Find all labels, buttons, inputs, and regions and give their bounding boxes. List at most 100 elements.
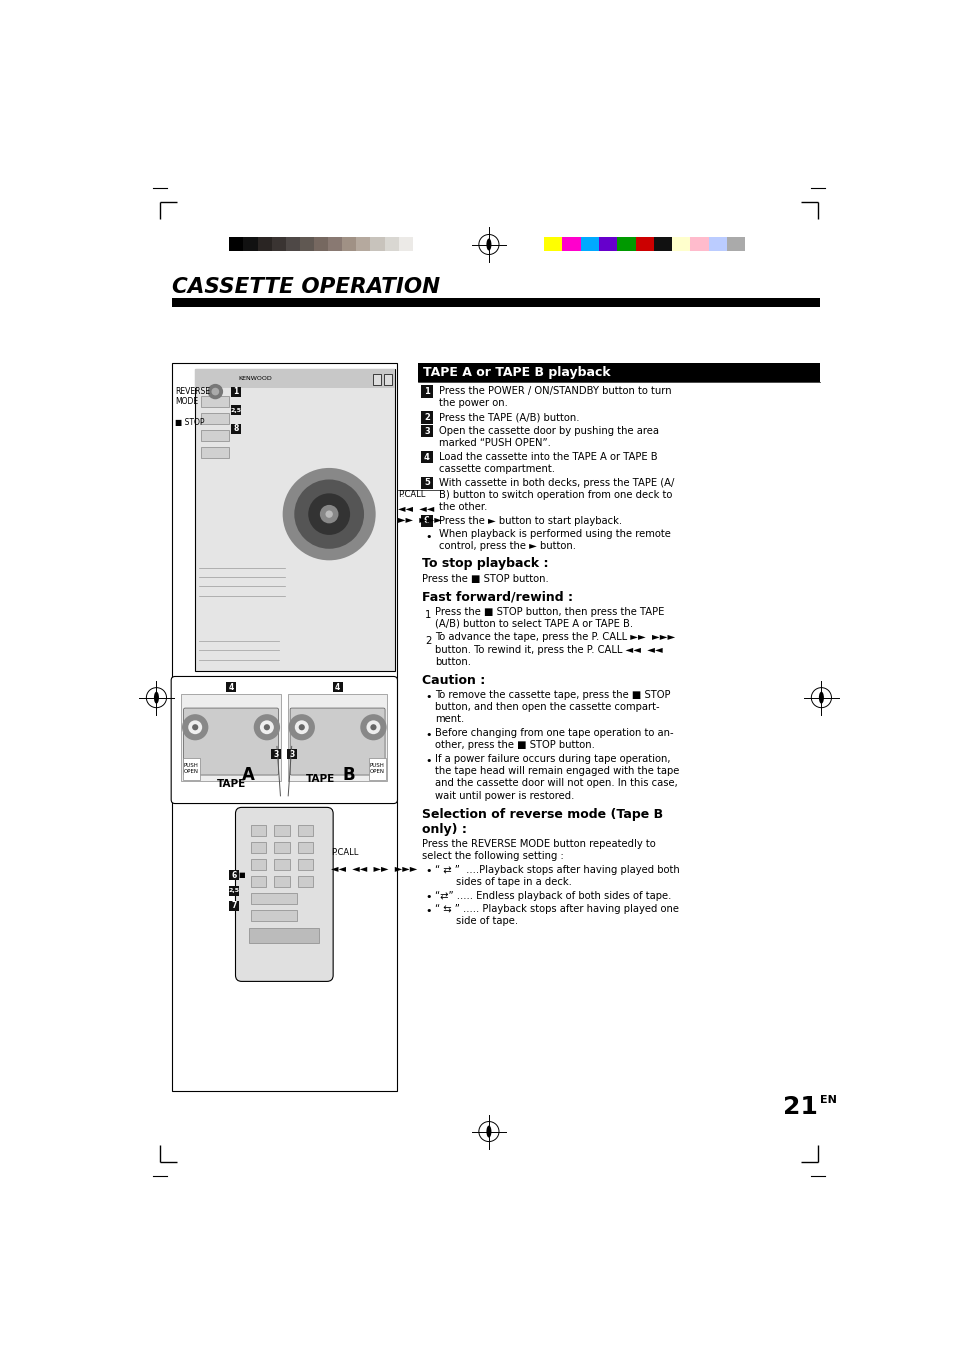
Bar: [243, 238, 257, 251]
Bar: [420, 451, 433, 463]
Text: Press the ■ STOP button.: Press the ■ STOP button.: [421, 574, 548, 584]
Text: B) button to switch operation from one deck to: B) button to switch operation from one d…: [439, 489, 672, 500]
Bar: [342, 238, 356, 251]
Text: button. To rewind it, press the P. CALL ◄◄  ◄◄: button. To rewind it, press the P. CALL …: [435, 644, 661, 655]
Bar: [297, 859, 313, 870]
Bar: [333, 682, 342, 692]
Bar: [195, 369, 395, 671]
Text: ■: ■: [238, 873, 245, 878]
Text: ment.: ment.: [435, 715, 463, 724]
Text: 1: 1: [425, 609, 432, 620]
Bar: [417, 363, 819, 381]
Bar: [288, 694, 387, 781]
Bar: [420, 385, 433, 397]
Bar: [229, 238, 243, 251]
Text: 2: 2: [423, 413, 430, 422]
Text: 21: 21: [782, 1094, 818, 1119]
Text: 2: 2: [425, 635, 432, 646]
Bar: [251, 825, 266, 836]
Bar: [413, 238, 427, 251]
Text: PUSH
OPEN: PUSH OPEN: [184, 763, 198, 774]
Text: 3: 3: [423, 427, 430, 435]
Circle shape: [294, 480, 364, 549]
Text: 1: 1: [423, 388, 430, 396]
Text: KENWOOD: KENWOOD: [238, 377, 272, 381]
Text: Press the POWER / ON/STANDBY button to turn: Press the POWER / ON/STANDBY button to t…: [439, 386, 671, 396]
Circle shape: [208, 384, 223, 400]
Bar: [274, 859, 290, 870]
Bar: [635, 238, 653, 251]
Bar: [231, 423, 241, 434]
Text: ■ STOP: ■ STOP: [174, 417, 204, 427]
Text: marked “PUSH OPEN”.: marked “PUSH OPEN”.: [439, 438, 551, 449]
Text: CASSETTE OPERATION: CASSETTE OPERATION: [172, 277, 439, 297]
Bar: [201, 413, 229, 424]
Text: P.CALL: P.CALL: [331, 848, 357, 857]
Bar: [274, 875, 290, 886]
Circle shape: [188, 720, 202, 734]
Text: With cassette in both decks, press the TAPE (A/: With cassette in both decks, press the T…: [439, 477, 674, 488]
FancyBboxPatch shape: [290, 708, 385, 775]
Circle shape: [212, 388, 219, 396]
Text: the other.: the other.: [439, 501, 487, 512]
Text: TAPE: TAPE: [306, 774, 335, 785]
Text: PUSH
OPEN: PUSH OPEN: [370, 763, 384, 774]
Bar: [299, 238, 314, 251]
Bar: [226, 682, 235, 692]
Ellipse shape: [486, 1125, 491, 1138]
Text: 4: 4: [335, 682, 340, 692]
Text: Open the cassette door by pushing the area: Open the cassette door by pushing the ar…: [439, 426, 659, 436]
Text: cassette compartment.: cassette compartment.: [439, 463, 555, 474]
Bar: [598, 238, 617, 251]
Bar: [183, 758, 199, 780]
Text: If a power failure occurs during tape operation,: If a power failure occurs during tape op…: [435, 754, 669, 765]
Circle shape: [325, 511, 333, 517]
Text: 2,5: 2,5: [228, 888, 239, 893]
Bar: [201, 447, 229, 458]
Circle shape: [282, 467, 375, 561]
Bar: [229, 901, 239, 911]
Bar: [251, 909, 297, 920]
Text: •: •: [425, 907, 432, 916]
Text: ◄◄  ◄◄  ►►  ►►►: ◄◄ ◄◄ ►► ►►►: [331, 863, 416, 874]
Text: 7: 7: [231, 901, 236, 911]
Bar: [543, 238, 561, 251]
Bar: [420, 477, 433, 489]
Bar: [231, 405, 241, 415]
Circle shape: [259, 720, 274, 734]
Bar: [287, 750, 297, 759]
Bar: [420, 426, 433, 438]
Bar: [297, 842, 313, 852]
Text: When playback is performed using the remote: When playback is performed using the rem…: [439, 530, 671, 539]
Text: side of tape.: side of tape.: [456, 916, 518, 927]
Bar: [373, 374, 381, 385]
Text: other, press the ■ STOP button.: other, press the ■ STOP button.: [435, 740, 594, 750]
Text: 3: 3: [290, 750, 294, 759]
Circle shape: [298, 724, 305, 731]
FancyBboxPatch shape: [235, 808, 333, 981]
Bar: [297, 825, 313, 836]
Bar: [672, 238, 690, 251]
Text: Selection of reverse mode (Tape B: Selection of reverse mode (Tape B: [421, 808, 662, 821]
Bar: [369, 758, 385, 780]
Bar: [398, 238, 413, 251]
Text: the power on.: the power on.: [439, 399, 508, 408]
Text: TAPE A or TAPE B playback: TAPE A or TAPE B playback: [422, 366, 610, 378]
Bar: [229, 885, 239, 896]
Bar: [690, 238, 708, 251]
Bar: [286, 238, 299, 251]
Text: 5: 5: [423, 478, 430, 488]
Text: ◄◄  ◄◄: ◄◄ ◄◄: [397, 504, 434, 513]
Text: button, and then open the cassette compart-: button, and then open the cassette compa…: [435, 703, 659, 712]
Bar: [384, 238, 398, 251]
Text: •: •: [425, 532, 432, 542]
Text: 4: 4: [423, 453, 430, 462]
Text: control, press the ► button.: control, press the ► button.: [439, 542, 576, 551]
Text: Press the TAPE (A/B) button.: Press the TAPE (A/B) button.: [439, 412, 579, 422]
Text: To stop playback :: To stop playback :: [421, 558, 547, 570]
Bar: [274, 825, 290, 836]
Text: (A/B) button to select TAPE A or TAPE B.: (A/B) button to select TAPE A or TAPE B.: [435, 619, 632, 628]
Text: •: •: [425, 892, 432, 902]
Text: Press the REVERSE MODE button repeatedly to: Press the REVERSE MODE button repeatedly…: [421, 839, 655, 848]
Text: 8: 8: [233, 424, 238, 434]
